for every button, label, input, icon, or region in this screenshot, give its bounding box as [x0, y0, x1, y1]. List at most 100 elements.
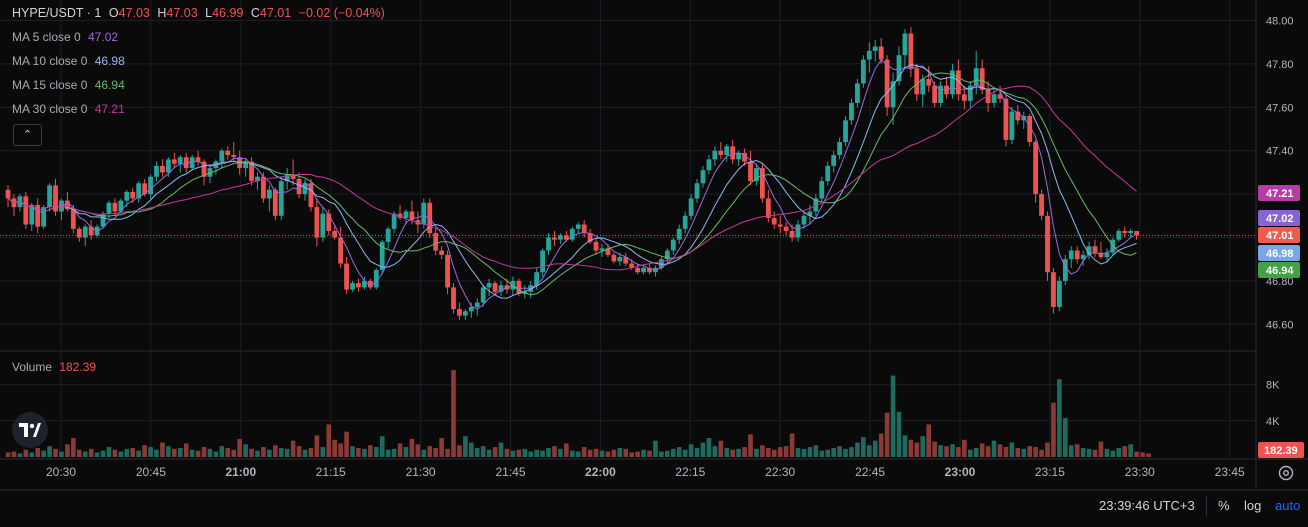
volume-bar: [47, 446, 52, 457]
volume-legend[interactable]: Volume 182.39: [12, 360, 100, 374]
candle: [1027, 113, 1033, 147]
volume-bar: [1027, 446, 1032, 457]
ma30-label: MA 30 close 0: [12, 102, 88, 116]
volume-bar: [71, 438, 76, 457]
candle: [866, 42, 872, 73]
volume-bar: [59, 451, 64, 457]
candle: [367, 278, 373, 290]
volume-value: 182.39: [59, 360, 97, 374]
candle: [920, 74, 926, 108]
candle: [569, 226, 575, 242]
candle: [635, 263, 641, 275]
candle: [558, 233, 563, 245]
candle: [843, 115, 848, 147]
ma15-line: [7, 72, 1137, 296]
candle: [219, 148, 225, 169]
ma15-legend[interactable]: MA 15 close 0 46.94: [12, 78, 129, 92]
svg-text:47.02: 47.02: [1266, 213, 1294, 225]
volume-bar: [795, 447, 801, 457]
tradingview-logo-icon: [19, 423, 41, 437]
auto-scale-toggle[interactable]: auto: [1275, 498, 1301, 513]
chart-settings-button[interactable]: [1277, 464, 1295, 482]
ma10-legend[interactable]: MA 10 close 0 46.98: [12, 54, 129, 68]
volume-bar: [1080, 447, 1086, 457]
candle: [320, 207, 326, 242]
volume-bar: [861, 437, 866, 457]
volume-bar: [255, 450, 260, 457]
volume-bar: [326, 424, 332, 457]
volume-bar: [920, 436, 926, 457]
price-badge: 47.02: [1258, 210, 1300, 226]
volume-bar: [730, 449, 735, 457]
collapse-legend-button[interactable]: ⌃: [13, 124, 42, 146]
candle: [474, 298, 480, 316]
price-tick-label: 46.80: [1266, 276, 1294, 288]
volume-bar: [362, 448, 367, 457]
volume-bar: [1057, 379, 1062, 457]
ma5-legend[interactable]: MA 5 close 0 47.02: [12, 30, 122, 44]
candle: [82, 224, 88, 247]
volume-bar: [855, 442, 860, 457]
candle: [88, 220, 94, 240]
volume-bar: [249, 448, 254, 457]
volume-bar: [546, 447, 551, 457]
candle: [130, 187, 136, 203]
volume-bar: [273, 445, 278, 457]
ma10-label: MA 10 close 0: [12, 54, 88, 68]
clock-timezone[interactable]: 23:39:46 UTC+3: [1099, 498, 1195, 513]
volume-bar: [599, 450, 605, 457]
volume-bar: [439, 438, 444, 457]
volume-bar: [540, 450, 545, 457]
volume-bar: [694, 447, 700, 457]
volume-bar: [17, 453, 23, 457]
candle: [593, 237, 599, 255]
tradingview-logo[interactable]: [12, 412, 48, 448]
volume-bar: [617, 447, 623, 457]
candle: [397, 204, 403, 221]
symbol-legend: HYPE/USDT · 1 O47.03 H47.03 L46.99 C47.0…: [12, 6, 389, 20]
volume-bar: [1068, 445, 1074, 457]
volume-bar: [510, 450, 516, 457]
volume-bar: [700, 442, 706, 457]
volume-bar: [457, 445, 462, 457]
svg-text:47.21: 47.21: [1266, 188, 1294, 200]
volume-bar: [528, 451, 534, 457]
volume-bar: [350, 446, 355, 457]
volume-bar: [142, 445, 147, 457]
volume-bar: [166, 446, 171, 457]
svg-text:46.98: 46.98: [1266, 248, 1294, 260]
volume-bar: [914, 442, 920, 457]
candle: [944, 76, 949, 99]
volume-bar: [801, 448, 807, 457]
symbol-title[interactable]: HYPE/USDT · 1: [12, 6, 102, 20]
candle: [724, 144, 730, 162]
candle: [326, 209, 332, 236]
volume-bar: [290, 440, 296, 457]
candle: [53, 178, 58, 216]
candle: [385, 226, 391, 249]
candle: [742, 148, 747, 166]
volume-bar: [1092, 449, 1098, 457]
price-badge: 46.98: [1258, 245, 1300, 261]
ma30-legend[interactable]: MA 30 close 0 47.21: [12, 102, 129, 116]
candle: [439, 246, 445, 260]
candle: [362, 276, 367, 290]
volume-bar: [53, 448, 58, 457]
candle: [896, 46, 902, 86]
percent-scale-toggle[interactable]: %: [1218, 498, 1230, 513]
volume-bar: [213, 451, 219, 457]
time-tick-label: 20:45: [136, 465, 166, 479]
price-tick-label: 48.00: [1266, 16, 1294, 28]
svg-text:182.39: 182.39: [1264, 445, 1298, 457]
candle: [653, 265, 658, 277]
candle: [765, 189, 771, 223]
candle: [1080, 250, 1086, 266]
chevron-up-icon: ⌃: [22, 129, 33, 141]
volume-bar: [1009, 442, 1015, 457]
log-scale-toggle[interactable]: log: [1244, 498, 1262, 513]
moving-averages: [0, 59, 1256, 310]
candle: [356, 278, 361, 292]
volume-bar: [486, 449, 492, 457]
